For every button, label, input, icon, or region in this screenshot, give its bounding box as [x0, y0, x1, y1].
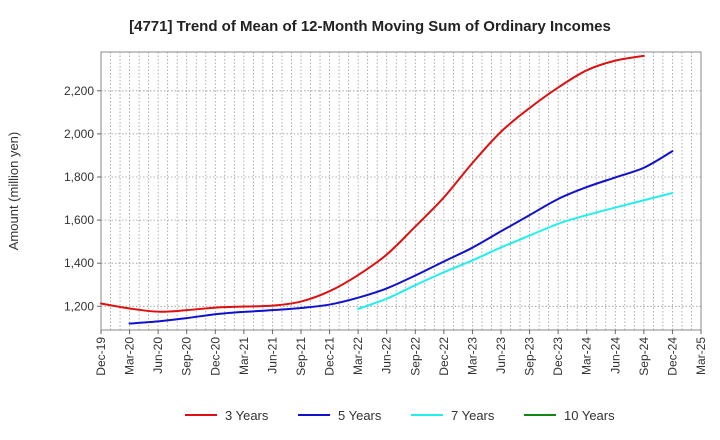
series-layer — [100, 54, 674, 325]
x-axis-ticks: Dec-19 Mar-20 Jun-20 Sep-20 Dec-20 Mar-21 Jun-… — [94, 330, 708, 376]
y-axis-ticks: 1,200 1,400 1,600 1,800 2,000 2,200 — [64, 84, 101, 313]
x-tick-label: Jun-23 — [494, 337, 508, 374]
x-tick-label: Mar-23 — [465, 337, 479, 375]
legend-label-7-years: 7 Years — [451, 408, 495, 423]
x-tick-label: Dec-20 — [208, 337, 222, 376]
y-tick-label: 1,400 — [64, 256, 94, 270]
chart-title: [4771] Trend of Mean of 12-Month Moving … — [129, 18, 611, 35]
x-tick-label: Mar-24 — [580, 337, 594, 375]
y-axis-label: Amount (million yen) — [6, 132, 21, 251]
x-tick-label: Jun-22 — [380, 337, 394, 374]
x-tick-label: Sep-24 — [637, 337, 651, 376]
x-tick-label: Sep-22 — [408, 337, 422, 376]
plot-frame — [100, 51, 702, 331]
x-tick-label: Jun-21 — [265, 337, 279, 374]
x-tick-label: Jun-20 — [151, 337, 165, 374]
x-tick-label: Sep-20 — [180, 337, 194, 376]
plot-area — [101, 52, 701, 330]
y-tick-label: 1,600 — [64, 213, 94, 227]
legend: 3 Years 5 Years 7 Years 10 Years — [185, 408, 615, 423]
x-tick-label: Jun-24 — [608, 337, 622, 374]
series-line-3-years — [100, 54, 645, 313]
x-tick-label: Mar-21 — [237, 337, 251, 375]
x-tick-label: Dec-19 — [94, 337, 108, 376]
x-tick-label: Mar-25 — [694, 337, 708, 375]
y-tick-label: 1,200 — [64, 299, 94, 313]
legend-label-3-years: 3 Years — [225, 408, 269, 423]
y-tick-label: 2,000 — [64, 127, 94, 141]
x-tick-label: Dec-22 — [437, 337, 451, 376]
x-tick-label: Dec-24 — [665, 337, 679, 376]
x-tick-label: Mar-22 — [351, 337, 365, 375]
legend-label-5-years: 5 Years — [338, 408, 382, 423]
y-tick-label: 1,800 — [64, 170, 94, 184]
legend-label-10-years: 10 Years — [564, 408, 615, 423]
grid — [101, 52, 701, 330]
y-tick-label: 2,200 — [64, 84, 94, 98]
x-tick-label: Sep-23 — [523, 337, 537, 376]
x-tick-label: Dec-21 — [323, 337, 337, 376]
series-line-5-years — [128, 150, 674, 325]
series-line-7-years — [357, 191, 674, 310]
x-tick-label: Mar-20 — [123, 337, 137, 375]
x-tick-label: Sep-21 — [294, 337, 308, 376]
x-tick-label: Dec-23 — [551, 337, 565, 376]
